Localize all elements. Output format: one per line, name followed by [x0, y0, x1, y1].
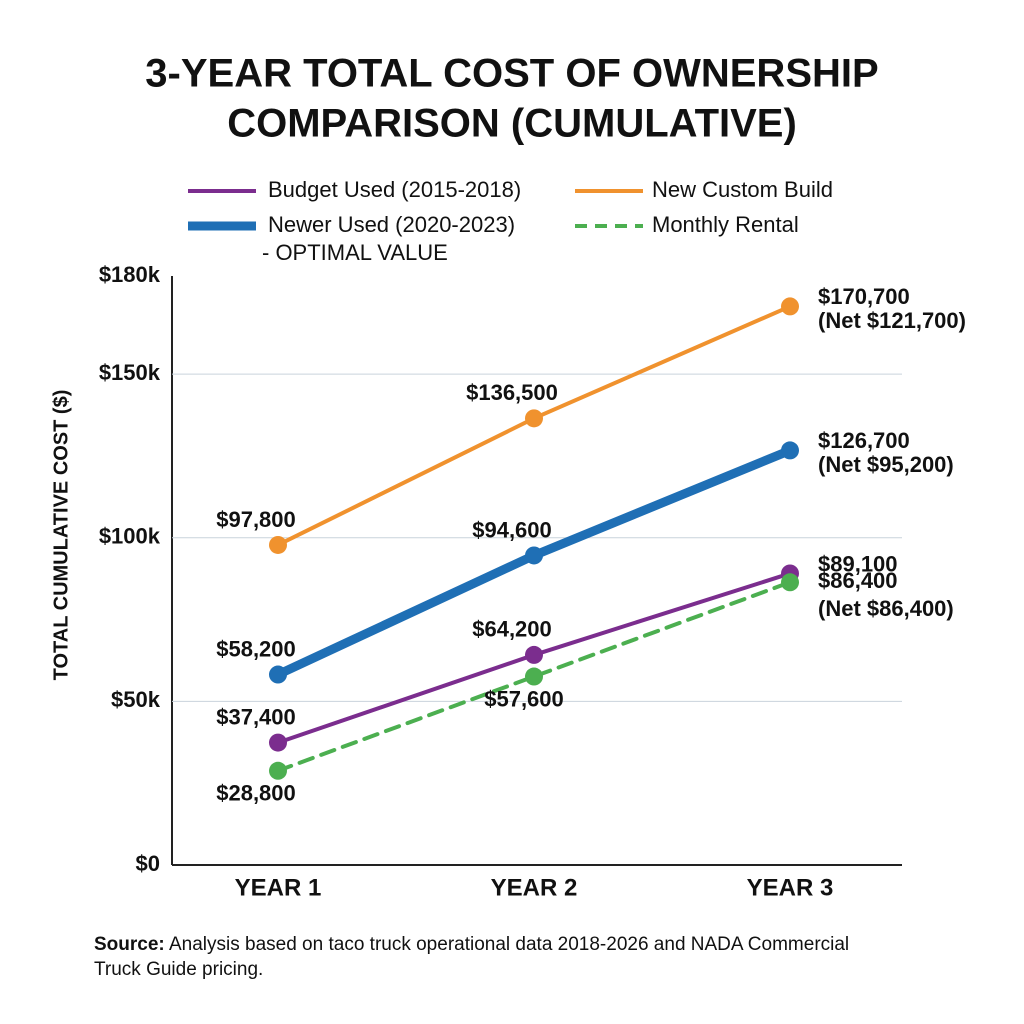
data-point — [269, 733, 287, 752]
source: Truck Guide pricing. — [94, 959, 263, 980]
data-point — [525, 667, 543, 686]
chart-title: 3-YEAR TOTAL COST OF OWNERSHIP — [145, 52, 878, 96]
data-label: $58,200 — [216, 636, 296, 661]
y-tick-label: $0 — [136, 851, 160, 876]
data-point — [525, 409, 543, 428]
y-tick-label: $150k — [99, 360, 161, 385]
x-tick-label: YEAR 3 — [747, 874, 834, 901]
legend-label: Monthly Rental — [652, 212, 799, 237]
data-point — [525, 645, 543, 664]
data-label: $97,800 — [216, 507, 296, 532]
data-label: $126,700 — [818, 428, 910, 453]
data-point — [269, 665, 287, 684]
data-point — [269, 535, 287, 554]
data-point — [525, 546, 543, 565]
legend-note: - OPTIMAL VALUE — [262, 240, 448, 265]
legend-label: Budget Used (2015-2018) — [268, 177, 521, 202]
net-label: (Net $95,200) — [818, 452, 954, 477]
data-label: $57,600 — [484, 686, 564, 711]
data-label: $136,500 — [466, 380, 558, 405]
legend-label: Newer Used (2020-2023) — [268, 212, 515, 237]
data-label: $64,200 — [472, 617, 552, 642]
data-point — [269, 761, 287, 780]
source-label: Source: — [94, 934, 165, 955]
data-point — [781, 573, 799, 592]
y-tick-label: $50k — [111, 687, 161, 712]
y-tick-label: $180k — [99, 262, 161, 287]
y-tick-label: $100k — [99, 524, 161, 549]
data-label: $89,100 — [818, 551, 898, 576]
source-text: Analysis based on taco truck operational… — [169, 934, 849, 955]
x-tick-label: YEAR 1 — [235, 874, 322, 901]
data-label: $28,800 — [216, 781, 296, 806]
net-label: (Net $86,400) — [818, 596, 954, 621]
data-label: $170,700 — [818, 284, 910, 309]
net-label: (Net $121,700) — [818, 308, 966, 333]
data-label: $86,400 — [818, 568, 898, 593]
data-label: $94,600 — [472, 517, 552, 542]
chart-title: COMPARISON (CUMULATIVE) — [227, 102, 797, 146]
series-line — [276, 580, 792, 773]
data-point — [781, 297, 799, 316]
source: Source: Analysis based on taco truck ope… — [94, 934, 849, 955]
y-axis-label: TOTAL CUMULATIVE COST ($) — [50, 390, 72, 681]
legend-label: New Custom Build — [652, 177, 833, 202]
data-point — [781, 441, 799, 460]
data-label: $37,400 — [216, 704, 296, 729]
x-tick-label: YEAR 2 — [491, 874, 578, 901]
